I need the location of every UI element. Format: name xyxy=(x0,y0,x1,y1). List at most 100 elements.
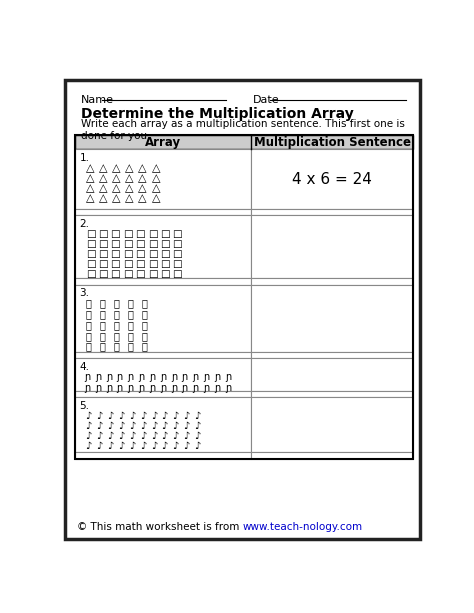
Bar xyxy=(75,149,251,209)
Text: △: △ xyxy=(125,183,134,193)
Text: ♪: ♪ xyxy=(96,441,103,451)
Bar xyxy=(75,284,251,352)
Bar xyxy=(75,352,251,359)
Text: ⓐ: ⓐ xyxy=(128,341,133,351)
Text: □: □ xyxy=(160,249,170,259)
Text: ⓐ: ⓐ xyxy=(128,309,133,319)
Text: Array: Array xyxy=(145,135,181,148)
Bar xyxy=(75,209,251,215)
Text: △: △ xyxy=(99,183,107,193)
Text: 4.: 4. xyxy=(80,362,90,372)
Text: ɲ: ɲ xyxy=(203,372,210,383)
Text: □: □ xyxy=(173,229,182,239)
Bar xyxy=(251,359,413,391)
Text: ⓐ: ⓐ xyxy=(86,309,91,319)
Text: ⓐ: ⓐ xyxy=(113,341,119,351)
Text: ♪: ♪ xyxy=(107,421,114,431)
Text: ♪: ♪ xyxy=(194,411,201,421)
Text: ♪: ♪ xyxy=(162,411,168,421)
Text: ɲ: ɲ xyxy=(138,383,145,393)
Text: ♪: ♪ xyxy=(173,431,179,441)
Text: Multiplication Sentence: Multiplication Sentence xyxy=(254,135,410,148)
Text: △: △ xyxy=(112,183,120,193)
Text: ♪: ♪ xyxy=(162,431,168,441)
Text: ♪: ♪ xyxy=(194,441,201,451)
Text: ɲ: ɲ xyxy=(225,383,231,393)
Bar xyxy=(75,391,251,397)
Text: ɲ: ɲ xyxy=(128,372,134,383)
Text: ♪: ♪ xyxy=(118,431,124,441)
Text: □: □ xyxy=(110,249,120,259)
Text: △: △ xyxy=(112,173,120,183)
Text: △: △ xyxy=(138,183,147,193)
Text: △: △ xyxy=(152,163,160,173)
Bar xyxy=(75,452,251,459)
Text: ⓐ: ⓐ xyxy=(113,299,119,308)
Text: ♪: ♪ xyxy=(129,431,135,441)
Text: □: □ xyxy=(86,239,95,249)
Text: □: □ xyxy=(98,229,108,239)
Text: □: □ xyxy=(147,259,157,269)
Text: ⓐ: ⓐ xyxy=(86,341,91,351)
Text: ɲ: ɲ xyxy=(192,383,199,393)
Text: ♪: ♪ xyxy=(183,421,190,431)
Text: ⓐ: ⓐ xyxy=(141,299,147,308)
Text: ɲ: ɲ xyxy=(225,372,231,383)
Text: ɲ: ɲ xyxy=(149,372,155,383)
Text: ♪: ♪ xyxy=(151,421,157,431)
Text: □: □ xyxy=(173,239,182,249)
Text: □: □ xyxy=(123,229,133,239)
Text: ♪: ♪ xyxy=(183,431,190,441)
Text: ɲ: ɲ xyxy=(84,383,91,393)
Text: ⓐ: ⓐ xyxy=(141,331,147,341)
Text: ɲ: ɲ xyxy=(171,372,177,383)
Text: △: △ xyxy=(99,193,107,203)
Text: ɲ: ɲ xyxy=(95,372,101,383)
Text: ɲ: ɲ xyxy=(214,383,220,393)
Text: Date: Date xyxy=(253,95,280,105)
Text: 3.: 3. xyxy=(80,288,90,299)
Text: □: □ xyxy=(98,269,108,279)
Text: □: □ xyxy=(98,259,108,269)
Text: △: △ xyxy=(112,163,120,173)
Text: □: □ xyxy=(110,229,120,239)
Bar xyxy=(75,135,413,459)
Text: ⓐ: ⓐ xyxy=(113,331,119,341)
Bar xyxy=(251,215,413,278)
Text: ⓐ: ⓐ xyxy=(128,320,133,330)
Text: △: △ xyxy=(86,173,94,183)
Text: □: □ xyxy=(86,249,95,259)
Text: △: △ xyxy=(125,163,134,173)
Text: ♪: ♪ xyxy=(173,411,179,421)
Text: ⓐ: ⓐ xyxy=(141,309,147,319)
Text: ♪: ♪ xyxy=(194,421,201,431)
Text: ♪: ♪ xyxy=(96,421,103,431)
Text: □: □ xyxy=(98,249,108,259)
Text: □: □ xyxy=(173,259,182,269)
Text: ♪: ♪ xyxy=(107,441,114,451)
Text: △: △ xyxy=(99,163,107,173)
Text: ⓐ: ⓐ xyxy=(86,320,91,330)
Text: ♪: ♪ xyxy=(129,441,135,451)
Text: □: □ xyxy=(135,239,145,249)
Text: ⓐ: ⓐ xyxy=(100,299,105,308)
Text: ɲ: ɲ xyxy=(95,383,101,393)
Text: 4 x 6 = 24: 4 x 6 = 24 xyxy=(292,172,372,186)
Text: □: □ xyxy=(173,269,182,279)
Bar xyxy=(251,352,413,359)
Text: △: △ xyxy=(99,173,107,183)
Text: ɲ: ɲ xyxy=(84,372,91,383)
Text: ɲ: ɲ xyxy=(138,372,145,383)
Text: ɲ: ɲ xyxy=(117,383,123,393)
Text: □: □ xyxy=(86,259,95,269)
Text: □: □ xyxy=(173,249,182,259)
Text: ♪: ♪ xyxy=(86,411,92,421)
Text: ⓐ: ⓐ xyxy=(141,341,147,351)
Text: ɲ: ɲ xyxy=(149,383,155,393)
Text: ɲ: ɲ xyxy=(203,383,210,393)
Text: ⓐ: ⓐ xyxy=(128,331,133,341)
Text: □: □ xyxy=(135,269,145,279)
Text: Write each array as a multiplication sentence. This first one is
done for you.: Write each array as a multiplication sen… xyxy=(81,119,405,140)
Bar xyxy=(251,391,413,397)
Text: ♪: ♪ xyxy=(183,441,190,451)
